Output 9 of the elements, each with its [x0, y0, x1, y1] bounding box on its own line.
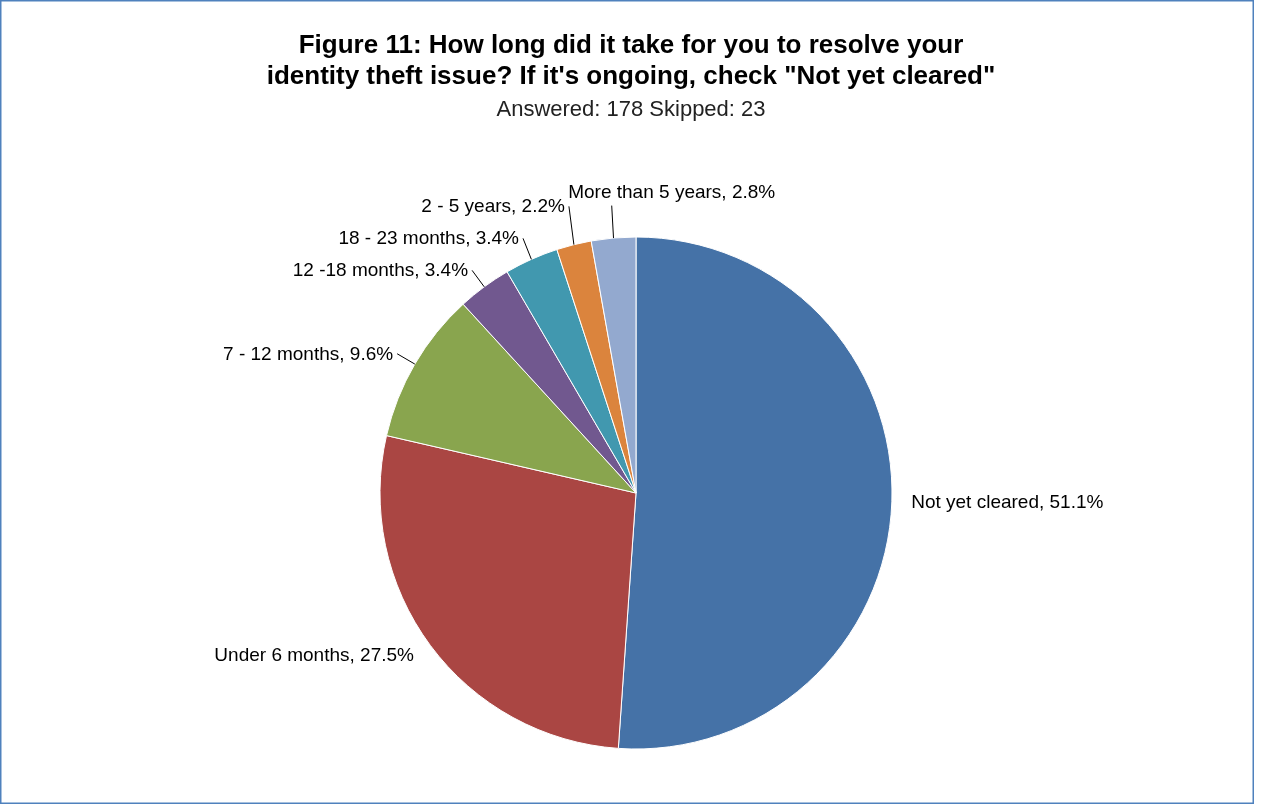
- slice-label: 7 - 12 months, 9.6%: [223, 342, 394, 364]
- slice-label: Under 6 months, 27.5%: [214, 643, 415, 665]
- slice-label: 18 - 23 months, 3.4%: [338, 227, 520, 249]
- slice-label: 2 - 5 years, 2.2%: [421, 195, 566, 217]
- slice-label: 12 -18 months, 3.4%: [292, 259, 469, 281]
- chart-subtitle: Answered: 178 Skipped: 23: [496, 96, 766, 121]
- slice-label: Not yet cleared, 51.1%: [911, 491, 1104, 513]
- chart-title: Figure 11: How long did it take for you to resolve your identity theft issue? If it's ongoing, check "Not yet cleared": [266, 29, 996, 90]
- slice-label: More than 5 years, 2.8%: [568, 180, 776, 202]
